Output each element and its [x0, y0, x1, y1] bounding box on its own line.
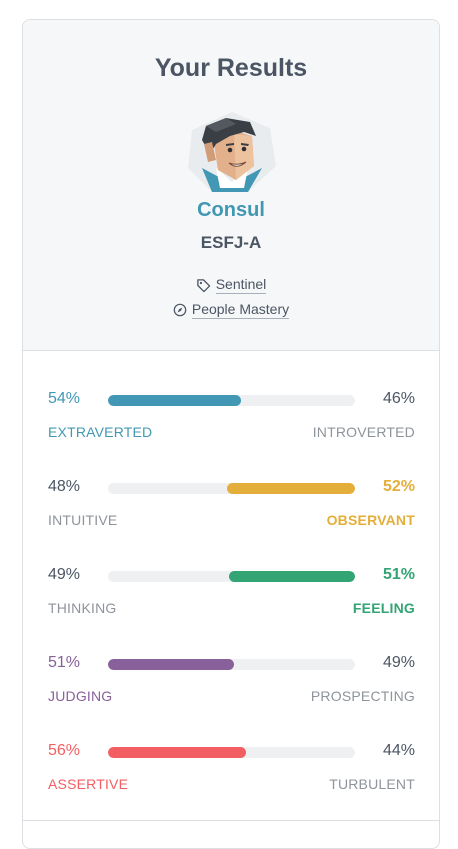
trait-bar-fill — [108, 395, 242, 406]
persona-name: Consul — [197, 199, 265, 221]
strategy-label: People Mastery — [191, 301, 290, 319]
left-trait-label: THINKING — [48, 600, 117, 616]
section-divider — [23, 820, 439, 821]
left-percent: 51% — [48, 654, 81, 671]
right-trait-label: FEELING — [352, 600, 415, 616]
left-percent: 54% — [48, 390, 81, 407]
trait-bar-fill — [226, 483, 355, 494]
results-header: Your Results Consul ESFJ-A Sentinel — [23, 20, 439, 351]
trait-bar — [108, 395, 355, 406]
right-percent: 44% — [382, 742, 415, 759]
left-percent: 48% — [48, 478, 81, 495]
left-trait-label: INTUITIVE — [48, 512, 118, 528]
right-percent: 51% — [382, 566, 415, 583]
trait-row: 48% 52% INTUITIVE OBSERVANT — [48, 478, 415, 528]
strategy-link[interactable]: People Mastery — [23, 301, 439, 319]
trait-bar — [108, 483, 355, 494]
trait-bar-fill — [108, 747, 247, 758]
compass-icon — [173, 303, 187, 317]
results-card: Your Results Consul ESFJ-A Sentinel — [22, 19, 440, 849]
left-trait-label: EXTRAVERTED — [48, 424, 153, 440]
right-trait-label: INTROVERTED — [312, 424, 415, 440]
trait-row: 54% 46% EXTRAVERTED INTROVERTED — [48, 390, 415, 440]
trait-row: 49% 51% THINKING FEELING — [48, 566, 415, 616]
left-percent: 56% — [48, 742, 81, 759]
avatar — [188, 112, 276, 192]
trait-bar — [108, 659, 355, 670]
tag-icon — [196, 278, 210, 292]
right-percent: 52% — [382, 478, 415, 495]
trait-bar — [108, 747, 355, 758]
right-trait-label: TURBULENT — [329, 776, 415, 792]
right-percent: 46% — [382, 390, 415, 407]
personality-code: ESFJ-A — [200, 233, 262, 252]
left-trait-label: JUDGING — [48, 688, 113, 704]
right-percent: 49% — [382, 654, 415, 671]
role-link[interactable]: Sentinel — [23, 276, 439, 294]
trait-bar-fill — [229, 571, 355, 582]
trait-bar-fill — [108, 659, 234, 670]
trait-row: 56% 44% ASSERTIVE TURBULENT — [48, 742, 415, 792]
trait-row: 51% 49% JUDGING PROSPECTING — [48, 654, 415, 704]
left-percent: 49% — [48, 566, 81, 583]
role-label: Sentinel — [215, 276, 267, 294]
right-trait-label: PROSPECTING — [310, 688, 415, 704]
left-trait-label: ASSERTIVE — [48, 776, 129, 792]
trait-bar — [108, 571, 355, 582]
page-title: Your Results — [154, 54, 308, 82]
right-trait-label: OBSERVANT — [326, 512, 415, 528]
